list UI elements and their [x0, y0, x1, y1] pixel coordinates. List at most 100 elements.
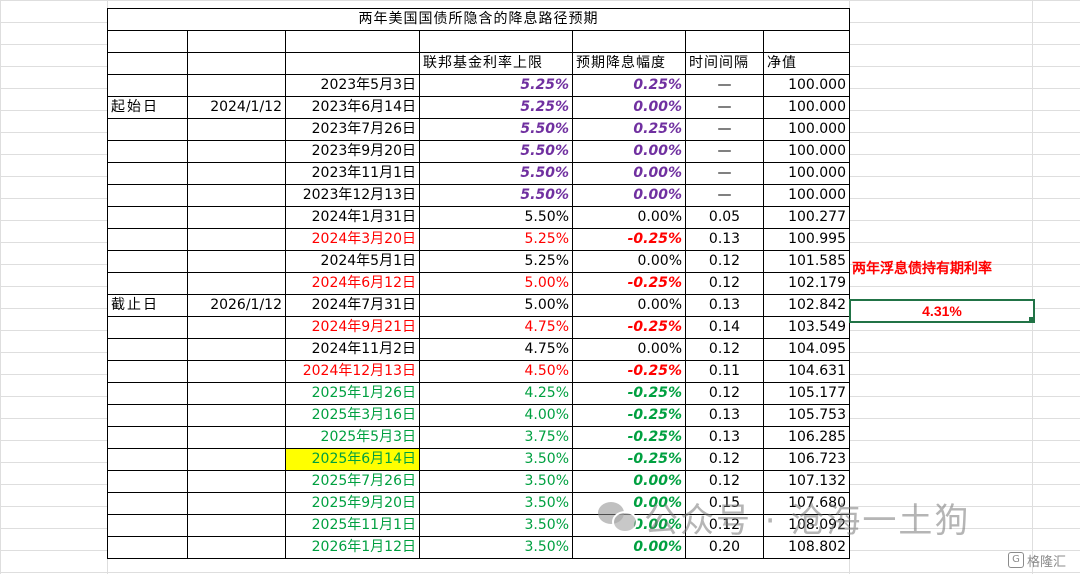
cell[interactable] [419, 30, 573, 53]
date-cell[interactable]: 2024年11月2日 [285, 338, 420, 361]
interval-cell[interactable]: 0.12 [685, 250, 764, 273]
nav-cell[interactable]: 100.995 [763, 228, 850, 251]
nav-cell[interactable]: 107.132 [763, 470, 850, 493]
nav-cell[interactable]: 103.549 [763, 316, 850, 339]
cell[interactable] [107, 448, 188, 471]
cell[interactable] [187, 250, 286, 273]
date-cell[interactable]: 2024年5月1日 [285, 250, 420, 273]
rate-cap-cell[interactable]: 3.75% [419, 426, 573, 449]
interval-cell[interactable]: 0.13 [685, 426, 764, 449]
date-cell[interactable]: 2025年6月14日 [285, 448, 420, 471]
date-cell[interactable]: 2025年3月16日 [285, 404, 420, 427]
cut-size-cell[interactable]: 0.25% [572, 118, 686, 141]
cell[interactable] [187, 338, 286, 361]
date-cell[interactable]: 2025年7月26日 [285, 470, 420, 493]
cell[interactable] [187, 316, 286, 339]
date-cell[interactable]: 2023年7月26日 [285, 118, 420, 141]
cut-size-cell[interactable]: 0.00% [572, 140, 686, 163]
rate-cap-cell[interactable]: 4.00% [419, 404, 573, 427]
rate-cap-cell[interactable]: 4.75% [419, 338, 573, 361]
date-cell[interactable]: 2024年9月21日 [285, 316, 420, 339]
cut-size-cell[interactable]: -0.25% [572, 272, 686, 295]
cell[interactable] [107, 426, 188, 449]
header-nav[interactable]: 净值 [763, 52, 850, 75]
date-cell[interactable]: 2023年11月1日 [285, 162, 420, 185]
cell[interactable] [107, 250, 188, 273]
nav-cell[interactable]: 106.723 [763, 448, 850, 471]
date-cell[interactable]: 2023年6月14日 [285, 96, 420, 119]
cut-size-cell[interactable]: -0.25% [572, 228, 686, 251]
interval-cell[interactable]: 0.05 [685, 206, 764, 229]
cell[interactable] [107, 140, 188, 163]
cut-size-cell[interactable]: 0.00% [572, 184, 686, 207]
cell[interactable] [763, 30, 850, 53]
header-cut-size[interactable]: 预期降息幅度 [572, 52, 686, 75]
date-cell[interactable]: 2023年12月13日 [285, 184, 420, 207]
date-cell[interactable]: 2025年11月1日 [285, 514, 420, 537]
rate-cap-cell[interactable]: 5.25% [419, 96, 573, 119]
cell[interactable] [187, 536, 286, 559]
rate-cap-cell[interactable]: 5.50% [419, 162, 573, 185]
rate-cap-cell[interactable]: 3.50% [419, 492, 573, 515]
fill-handle[interactable] [1029, 317, 1034, 322]
rate-cap-cell[interactable]: 5.25% [419, 228, 573, 251]
cell[interactable] [187, 162, 286, 185]
nav-cell[interactable]: 105.753 [763, 404, 850, 427]
cell[interactable] [107, 52, 188, 75]
rate-cap-cell[interactable]: 3.50% [419, 514, 573, 537]
cell[interactable] [187, 360, 286, 383]
end-label[interactable]: 截止日 [107, 294, 188, 317]
nav-cell[interactable]: 102.179 [763, 272, 850, 295]
interval-cell[interactable]: 0.14 [685, 316, 764, 339]
cell[interactable] [107, 514, 188, 537]
date-cell[interactable]: 2024年7月31日 [285, 294, 420, 317]
interval-cell[interactable]: 0.15 [685, 492, 764, 515]
cut-size-cell[interactable]: 0.00% [572, 206, 686, 229]
cell[interactable] [187, 140, 286, 163]
date-cell[interactable]: 2025年5月3日 [285, 426, 420, 449]
cell[interactable] [107, 360, 188, 383]
header-rate-cap[interactable]: 联邦基金利率上限 [419, 52, 573, 75]
nav-cell[interactable]: 100.000 [763, 140, 850, 163]
date-cell[interactable]: 2025年9月20日 [285, 492, 420, 515]
rate-cap-cell[interactable]: 5.25% [419, 250, 573, 273]
interval-cell[interactable]: 0.12 [685, 470, 764, 493]
nav-cell[interactable]: 104.095 [763, 338, 850, 361]
holding-rate-label[interactable]: 两年浮息债持有期利率 [852, 260, 992, 276]
cell[interactable] [107, 338, 188, 361]
cell[interactable] [187, 492, 286, 515]
nav-cell[interactable]: 108.802 [763, 536, 850, 559]
interval-cell[interactable]: — [685, 140, 764, 163]
rate-cap-cell[interactable]: 5.50% [419, 206, 573, 229]
interval-cell[interactable]: 0.12 [685, 448, 764, 471]
rate-cap-cell[interactable]: 5.50% [419, 184, 573, 207]
cut-size-cell[interactable]: 0.00% [572, 250, 686, 273]
cell[interactable] [187, 206, 286, 229]
nav-cell[interactable]: 100.000 [763, 184, 850, 207]
interval-cell[interactable]: 0.13 [685, 294, 764, 317]
cell[interactable] [107, 316, 188, 339]
nav-cell[interactable]: 102.842 [763, 294, 850, 317]
interval-cell[interactable]: — [685, 74, 764, 97]
cut-size-cell[interactable]: 0.00% [572, 536, 686, 559]
date-cell[interactable]: 2024年12月13日 [285, 360, 420, 383]
nav-cell[interactable]: 100.277 [763, 206, 850, 229]
interval-cell[interactable]: — [685, 162, 764, 185]
cell[interactable] [187, 74, 286, 97]
interval-cell[interactable]: 0.13 [685, 228, 764, 251]
interval-cell[interactable]: 0.12 [685, 514, 764, 537]
cut-size-cell[interactable]: -0.25% [572, 316, 686, 339]
nav-cell[interactable]: 106.285 [763, 426, 850, 449]
cell[interactable] [107, 470, 188, 493]
nav-cell[interactable]: 100.000 [763, 162, 850, 185]
interval-cell[interactable]: 0.12 [685, 272, 764, 295]
nav-cell[interactable]: 108.092 [763, 514, 850, 537]
cell[interactable] [107, 404, 188, 427]
cell[interactable] [187, 404, 286, 427]
rate-cap-cell[interactable]: 3.50% [419, 536, 573, 559]
interval-cell[interactable]: — [685, 184, 764, 207]
cut-size-cell[interactable]: -0.25% [572, 426, 686, 449]
cell[interactable] [107, 162, 188, 185]
cell[interactable] [107, 118, 188, 141]
cut-size-cell[interactable]: 0.00% [572, 470, 686, 493]
